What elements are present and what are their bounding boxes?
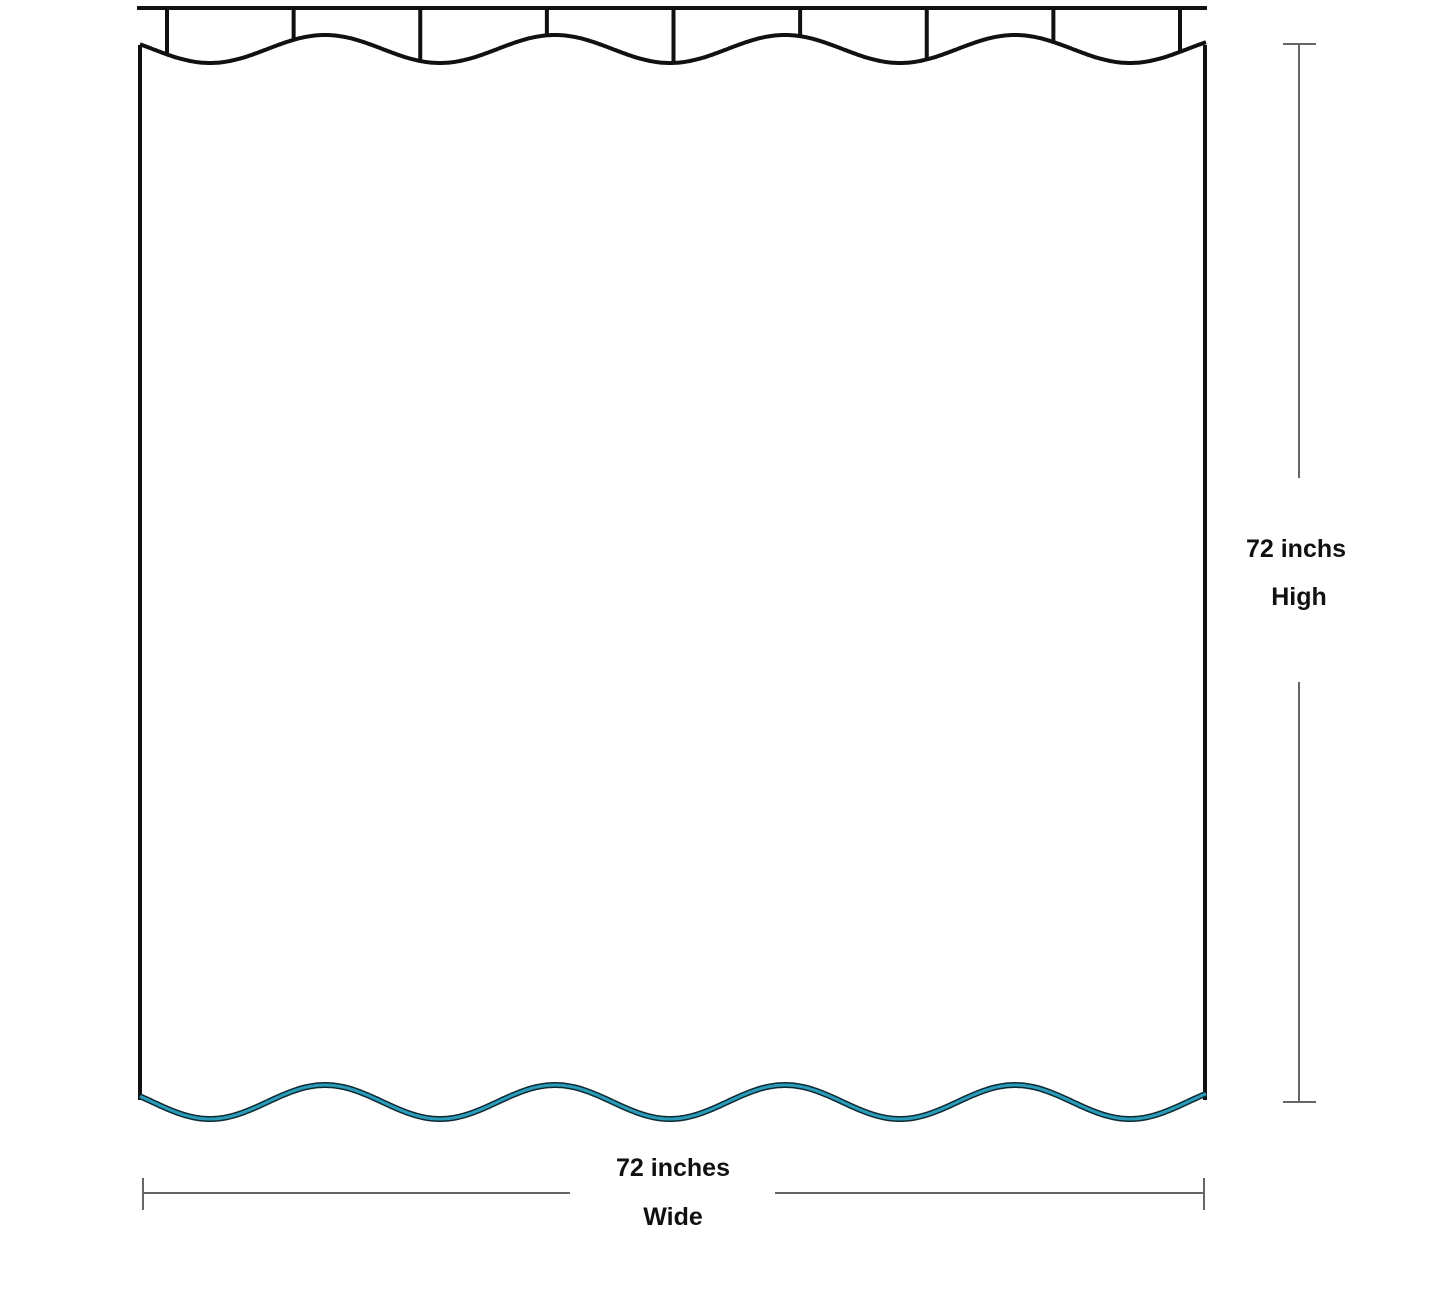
curtain-hooks xyxy=(165,8,1182,63)
height-dimension xyxy=(1283,43,1316,1103)
height-unit-label: High xyxy=(1271,583,1327,611)
width-unit-label: Wide xyxy=(643,1203,703,1231)
curtain-top-edge xyxy=(139,33,1207,65)
curtain-bottom-hem xyxy=(139,1083,1207,1121)
width-value-label: 72 inches xyxy=(616,1154,730,1182)
width-dimension xyxy=(142,1178,1205,1210)
height-value-label: 72 inchs xyxy=(1246,535,1346,563)
